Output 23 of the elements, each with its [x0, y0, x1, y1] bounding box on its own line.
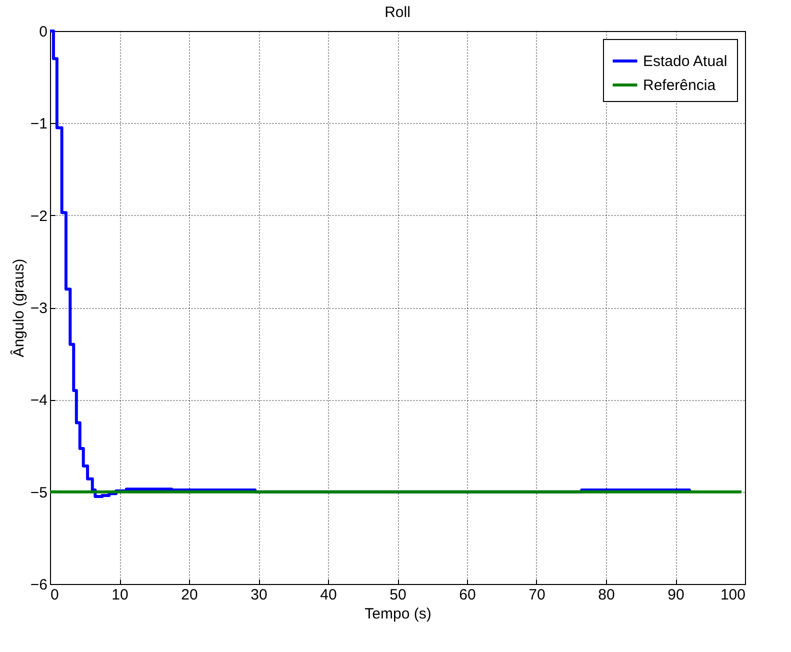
y-tick-label: −6 — [30, 576, 48, 594]
legend-label: Referência — [643, 77, 716, 94]
x-tick-label: 80 — [598, 586, 615, 604]
x-tick-label: 0 — [50, 586, 59, 604]
x-axis-title: Tempo (s) — [364, 606, 432, 622]
y-tick-label: −2 — [30, 208, 48, 225]
y-tick-label: −4 — [30, 392, 48, 410]
x-tick-label: 40 — [320, 586, 337, 604]
y-tick-label: −5 — [30, 484, 48, 502]
y-tick-label: −1 — [30, 116, 48, 133]
x-tick-label: 30 — [250, 586, 268, 604]
y-tick-label: −3 — [30, 300, 48, 317]
x-tick-label: 20 — [181, 586, 198, 604]
x-tick-label: 60 — [459, 586, 476, 604]
x-tick-label: 100 — [720, 586, 746, 604]
x-tick-label: 70 — [528, 586, 546, 604]
legend-label: Estado Atual — [643, 53, 728, 70]
y-axis-title: Ângulo (graus) — [9, 258, 28, 358]
chart-title: Roll — [384, 4, 410, 21]
x-tick-label: 10 — [112, 586, 128, 604]
x-tick-label: 50 — [390, 586, 406, 604]
x-tick-label: 90 — [668, 586, 684, 604]
y-tick-label: 0 — [39, 24, 48, 40]
